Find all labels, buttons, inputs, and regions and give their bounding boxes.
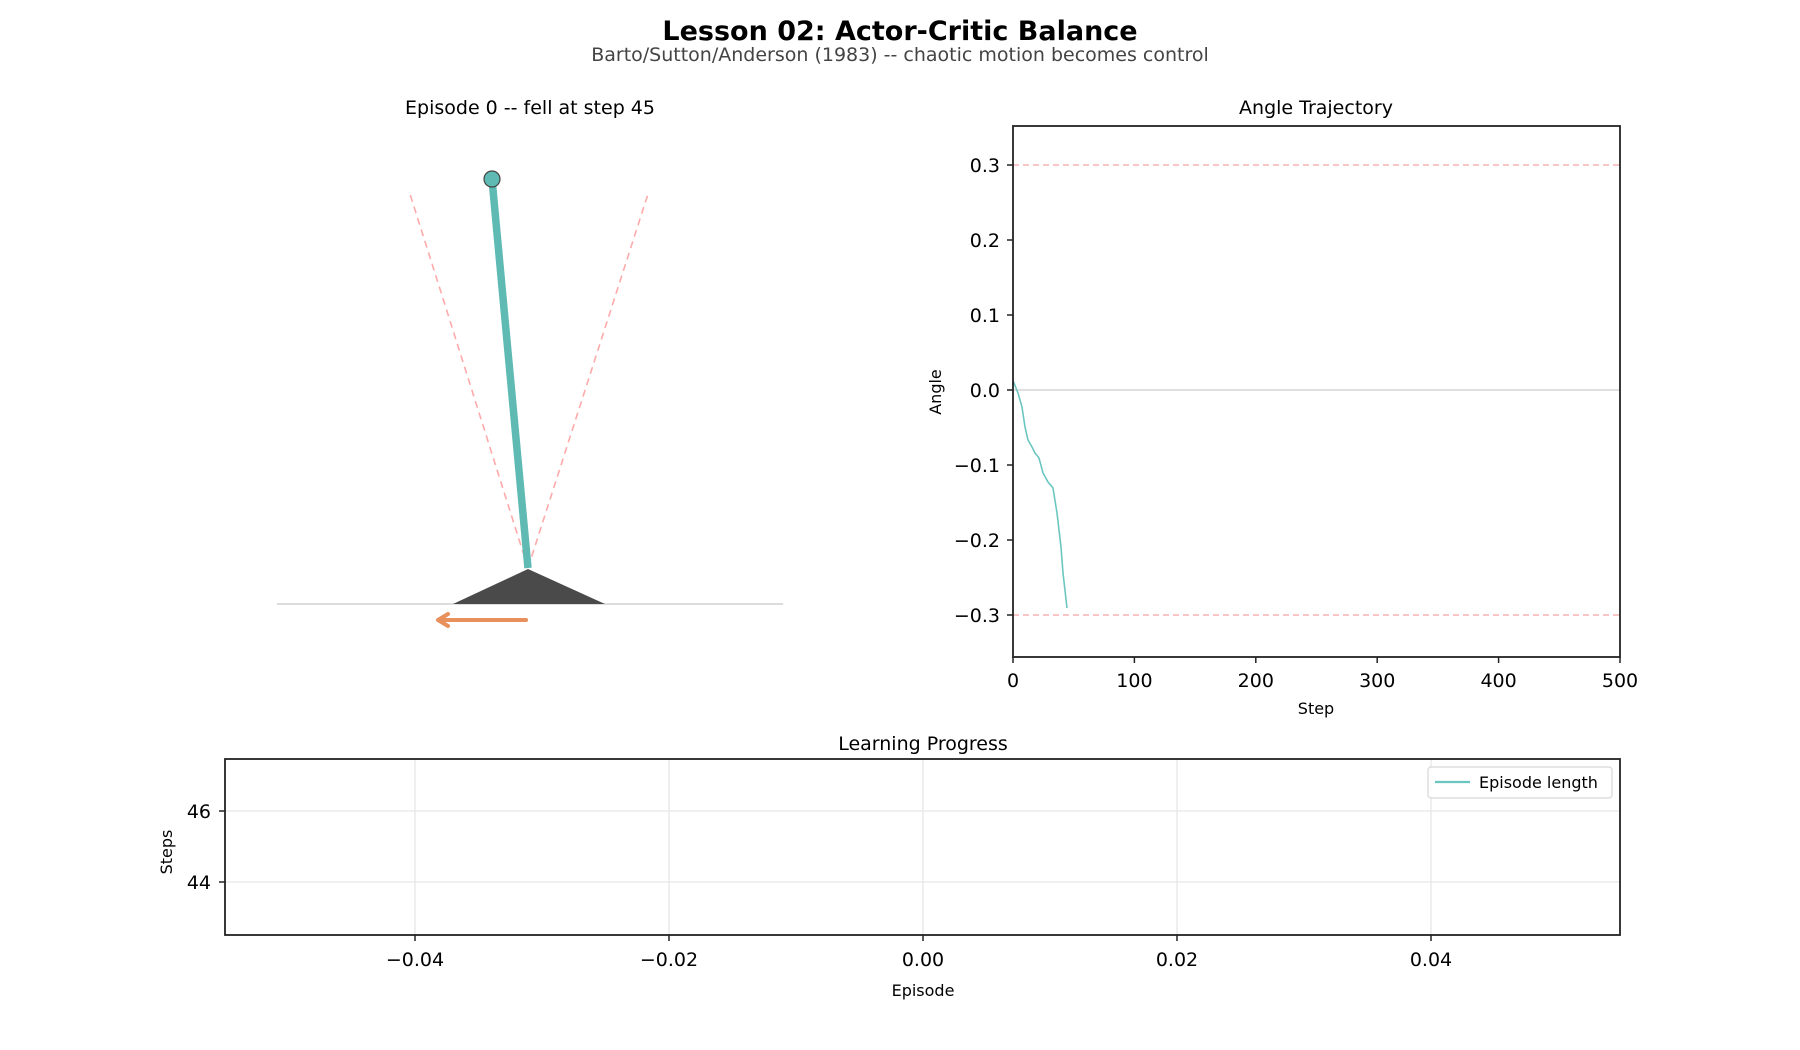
x-tick-label: 400 [1480,670,1516,692]
x-tick-label: 300 [1359,670,1395,692]
y-tick-label: 0.2 [970,230,1000,252]
angle-trajectory-chart: Angle Trajectory 0.3 0.2 0.1 0.0 −0.1 −0… [926,97,1638,718]
angle-chart-title: Angle Trajectory [1239,97,1393,119]
pendulum-panel-title: Episode 0 -- fell at step 45 [405,97,655,119]
pendulum-panel: Episode 0 -- fell at step 45 [277,97,783,628]
legend-entry-episode-length: Episode length [1479,773,1598,792]
y-tick-label: −0.2 [954,530,1000,552]
figure-title: Lesson 02: Actor-Critic Balance [662,16,1138,47]
pendulum-bob [483,170,501,188]
pendulum-rod [488,178,532,569]
y-tick-label: 44 [187,872,211,894]
progress-y-axis: 46 44 [187,801,225,894]
progress-chart-title: Learning Progress [838,733,1008,755]
left-angle-limit-line [409,193,529,569]
angle-x-axis-label: Step [1298,699,1334,718]
y-tick-label: 0.1 [970,305,1000,327]
x-tick-label: 0.00 [902,949,944,971]
progress-x-axis-label: Episode [892,981,955,1000]
x-tick-label: 0.02 [1156,949,1198,971]
angle-y-axis-label: Angle [926,369,945,415]
angle-series-line [1012,380,1068,609]
y-tick-label: 46 [187,801,211,823]
x-tick-label: 0.04 [1410,949,1452,971]
x-tick-label: 500 [1602,670,1638,692]
x-tick-label: 100 [1116,670,1152,692]
x-tick-label: 0 [1007,670,1019,692]
figure-subtitle: Barto/Sutton/Anderson (1983) -- chaotic … [591,44,1209,66]
progress-gridlines [225,759,1620,935]
angle-chart-frame [1012,125,1621,658]
right-angle-limit-line [527,193,649,569]
progress-legend: Episode length [1427,766,1613,799]
force-arrow-left-icon [436,612,528,628]
x-tick-label: −0.04 [386,949,444,971]
learning-progress-chart: Learning Progress 46 44 Steps [157,733,1621,1000]
angle-x-axis: 0 100 200 300 400 500 [1007,657,1638,692]
y-tick-label: 0.3 [970,155,1000,177]
y-tick-label: 0.0 [970,380,1000,402]
y-tick-label: −0.3 [954,605,1000,627]
progress-x-axis: −0.04 −0.02 0.00 0.02 0.04 [386,935,1452,971]
y-tick-label: −0.1 [954,455,1000,477]
cart-triangle [453,569,605,604]
angle-y-axis: 0.3 0.2 0.1 0.0 −0.1 −0.2 −0.3 [954,155,1013,627]
x-tick-label: −0.02 [640,949,698,971]
progress-y-axis-label: Steps [157,830,176,875]
x-tick-label: 200 [1238,670,1274,692]
